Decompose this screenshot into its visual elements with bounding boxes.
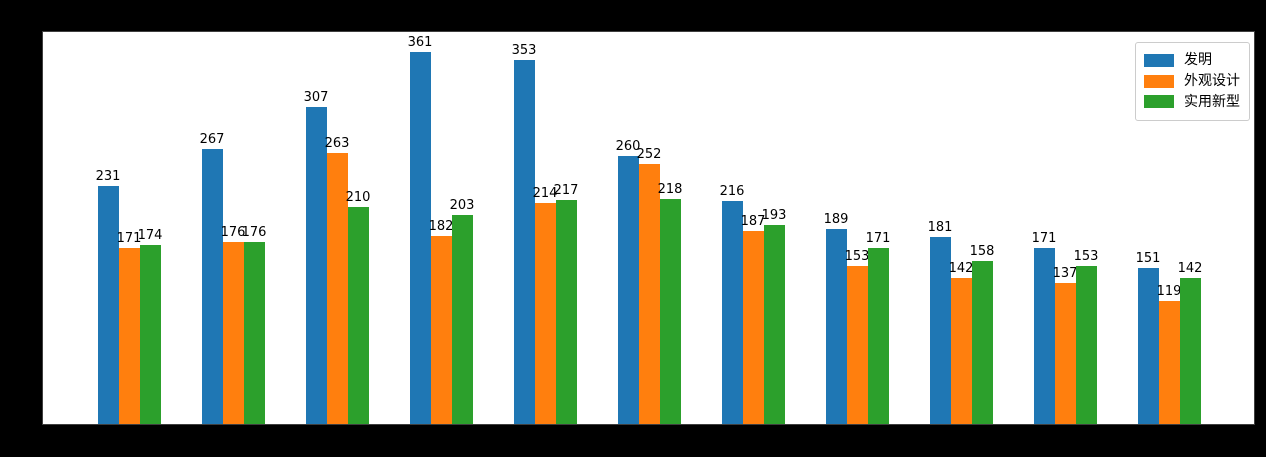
bar-value-label: 353: [511, 43, 537, 58]
bar-value-label: 142: [1177, 261, 1203, 276]
bar-value-label: 158: [969, 244, 995, 259]
legend-swatch-series-3: [1144, 95, 1174, 109]
bar-value-label: 361: [407, 35, 433, 50]
bar-value-label: 176: [241, 225, 267, 240]
bar-value-label: 189: [823, 212, 849, 227]
bar-value-label: 174: [137, 228, 163, 243]
bar: [638, 164, 660, 424]
bar: [617, 156, 639, 424]
bar-value-label: 210: [345, 190, 371, 205]
bar-value-label: 263: [324, 136, 350, 151]
bar: [1054, 283, 1076, 424]
legend-swatch-series-2: [1144, 74, 1174, 88]
legend-label-series-1: 发明: [1184, 52, 1212, 68]
bar: [97, 186, 119, 424]
bar: [430, 236, 452, 424]
bar: [305, 107, 327, 424]
legend-item-series-1: 发明: [1144, 52, 1240, 69]
bar-value-label: 307: [303, 90, 329, 105]
bar-value-label: 217: [553, 183, 579, 198]
bar: [222, 242, 244, 424]
bar-value-label: 260: [615, 139, 641, 154]
bar: [950, 278, 972, 424]
bar: [534, 203, 556, 424]
legend: 发明 外观设计 实用新型: [1135, 42, 1250, 122]
bar: [513, 60, 535, 424]
bar-value-label: 119: [1156, 284, 1182, 299]
bar: [139, 245, 161, 424]
bar-value-label: 231: [95, 169, 121, 184]
bar-value-label: 137: [1052, 266, 1078, 281]
bar: [243, 242, 265, 424]
plot-area: 发明 外观设计 实用新型 231 267 307 361 353 260 216 189 181…: [42, 31, 1255, 425]
bar-value-label: 181: [927, 220, 953, 235]
bar: [763, 225, 785, 424]
bar: [1033, 248, 1055, 424]
bar-value-label: 176: [220, 225, 246, 240]
bar-value-label: 171: [116, 231, 142, 246]
bar: [867, 248, 889, 424]
bar-value-label: 151: [1135, 251, 1161, 266]
bar-value-label: 218: [657, 182, 683, 197]
legend-item-series-3: 实用新型: [1144, 94, 1240, 111]
legend-item-series-2: 外观设计: [1144, 73, 1240, 90]
bar: [659, 199, 681, 424]
bar: [929, 237, 951, 424]
bar-value-label: 171: [865, 231, 891, 246]
legend-label-series-3: 实用新型: [1184, 93, 1240, 110]
bar: [742, 231, 764, 424]
legend-label-series-2: 外观设计: [1184, 72, 1240, 89]
bar: [721, 201, 743, 424]
bar: [846, 266, 868, 424]
bar: [201, 149, 223, 424]
bar: [409, 52, 431, 424]
bar-value-label: 187: [740, 214, 766, 229]
bar: [1179, 278, 1201, 424]
legend-swatch-series-1: [1144, 53, 1174, 67]
bar-value-label: 267: [199, 132, 225, 147]
bar-value-label: 214: [532, 186, 558, 201]
bar-value-label: 182: [428, 219, 454, 234]
bar: [347, 207, 369, 424]
bar: [1158, 301, 1180, 424]
bar: [825, 229, 847, 424]
bar: [326, 153, 348, 424]
bar: [971, 261, 993, 424]
bar-value-label: 171: [1031, 231, 1057, 246]
bar-value-label: 216: [719, 184, 745, 199]
bar-value-label: 153: [844, 249, 870, 264]
bar: [451, 215, 473, 424]
bar: [1137, 268, 1159, 424]
bar-value-label: 153: [1073, 249, 1099, 264]
bar: [555, 200, 577, 424]
bar-value-label: 252: [636, 147, 662, 162]
bar-value-label: 142: [948, 261, 974, 276]
bar-value-label: 203: [449, 198, 475, 213]
bar: [1075, 266, 1097, 424]
bar-value-label: 193: [761, 208, 787, 223]
bar: [118, 248, 140, 424]
